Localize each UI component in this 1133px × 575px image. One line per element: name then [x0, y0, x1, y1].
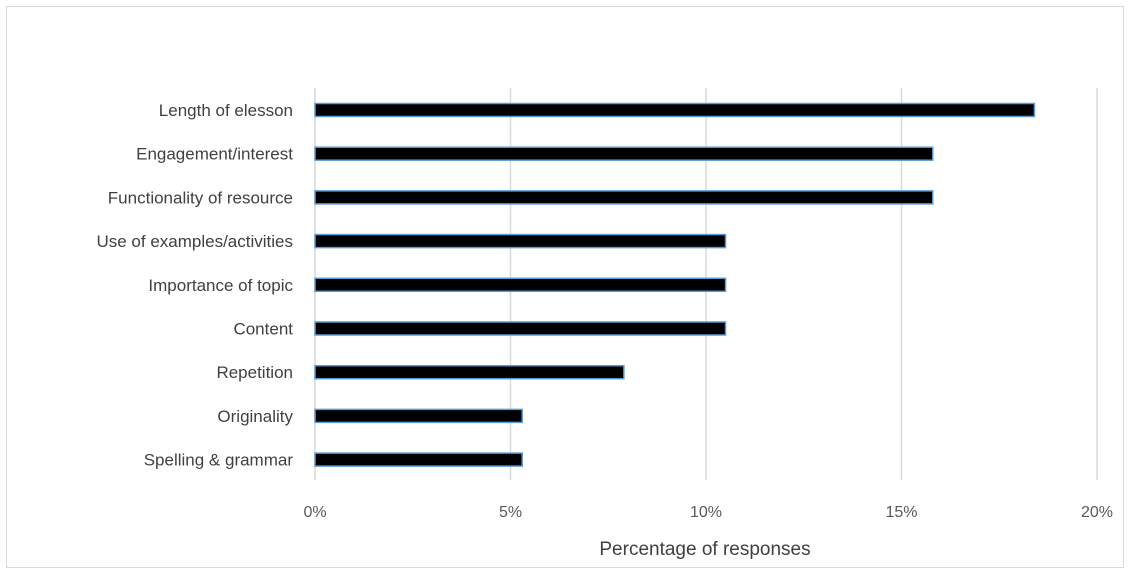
category-label: Repetition: [216, 363, 293, 382]
bar: [315, 453, 522, 466]
category-label: Use of examples/activities: [96, 232, 293, 251]
x-axis-title: Percentage of responses: [599, 539, 810, 560]
category-label: Content: [233, 320, 293, 339]
bar: [315, 366, 624, 379]
bar: [315, 409, 522, 422]
category-label: Engagement/interest: [136, 145, 293, 164]
x-tick-label: 10%: [690, 504, 722, 521]
bar: [315, 235, 726, 248]
x-tick-label: 5%: [499, 504, 522, 521]
category-label: Originality: [217, 407, 293, 426]
category-label: Functionality of resource: [108, 188, 293, 207]
x-tick-label: 0%: [303, 504, 326, 521]
bar: [315, 147, 933, 160]
bar: [315, 278, 726, 291]
bar: [315, 322, 726, 335]
bar: [315, 191, 933, 204]
x-tick-label: 15%: [885, 504, 917, 521]
category-label: Importance of topic: [148, 276, 293, 295]
category-label: Length of elesson: [159, 101, 293, 120]
bars: [315, 104, 1034, 467]
category-labels: Length of elesson Engagement/interest Func…: [96, 101, 293, 470]
x-tick-label: 20%: [1081, 504, 1113, 521]
x-tick-labels: 0% 5% 10% 15% 20%: [303, 504, 1113, 521]
bar: [315, 104, 1034, 117]
category-label: Spelling & grammar: [144, 451, 294, 470]
